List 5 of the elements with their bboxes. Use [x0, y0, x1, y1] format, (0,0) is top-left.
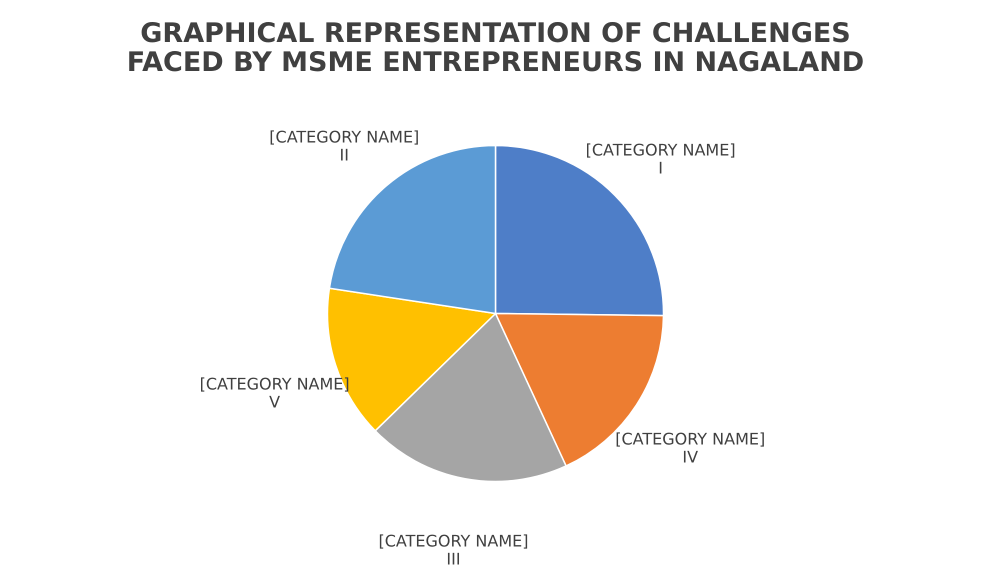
chart-title: GRAPHICAL REPRESENTATION OF CHALLENGES FACED BY MSME ENTREPRENEURS IN NAGALAND — [126, 18, 864, 78]
slice-label: [CATEGORY NAME] IV — [615, 430, 766, 467]
slice-label: [CATEGORY NAME] II — [269, 128, 420, 165]
slice-label: [CATEGORY NAME] I — [586, 140, 736, 178]
slice-label: [CATEGORY NAME] III — [378, 532, 528, 569]
